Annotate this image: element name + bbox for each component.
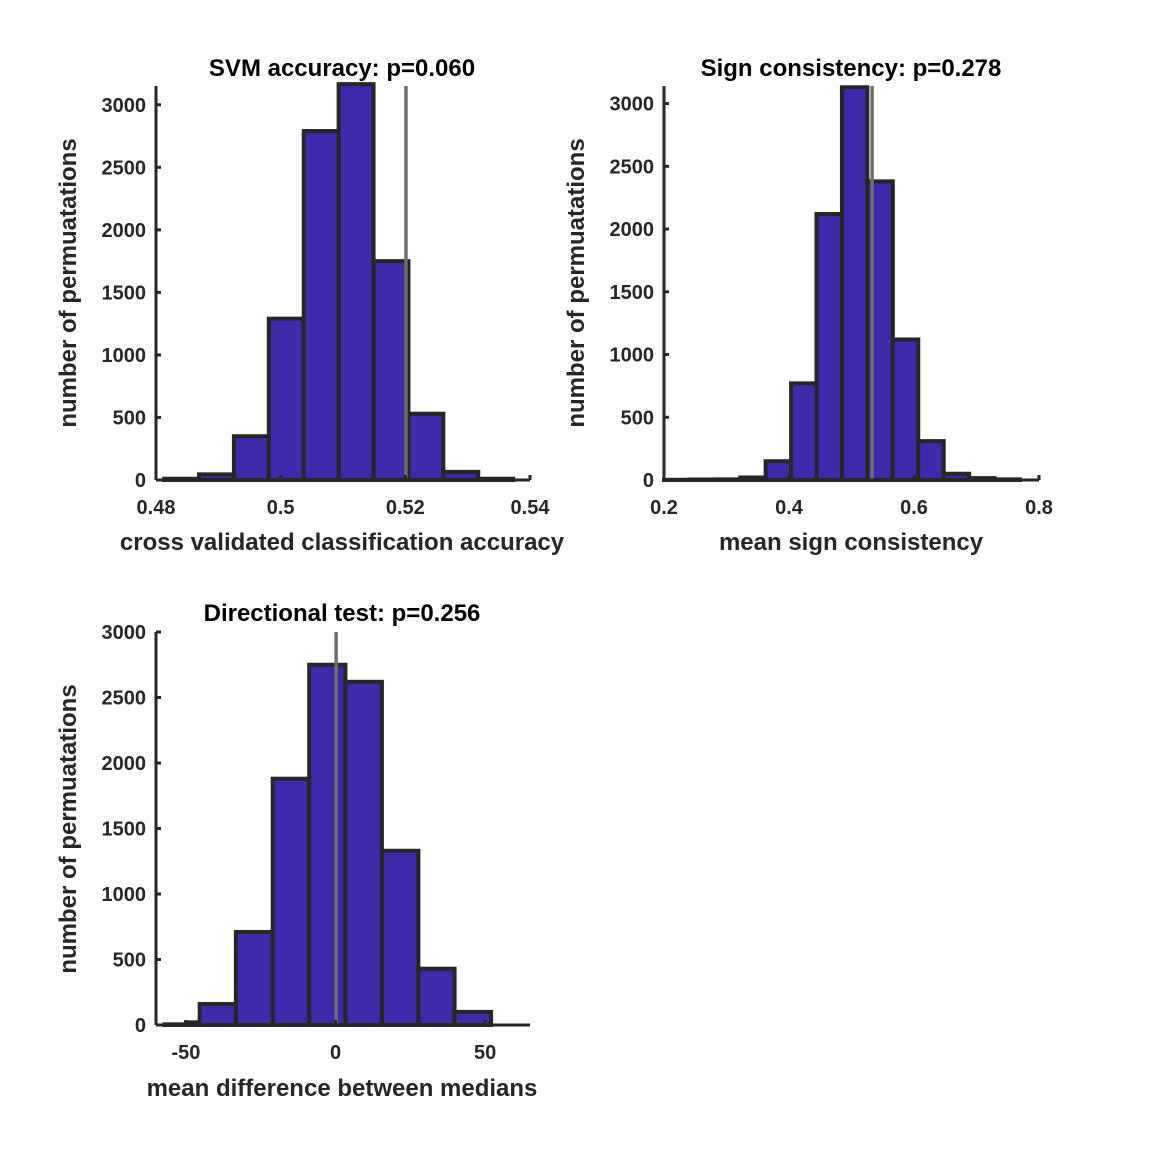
- chart-title: Directional test: p=0.256: [204, 600, 481, 627]
- x-axis-label: mean sign consistency: [719, 529, 984, 556]
- y-axis-label: number of permuatations: [55, 138, 82, 427]
- y-tick-label: 0: [135, 470, 146, 492]
- y-tick-label: 0: [135, 1015, 146, 1037]
- histogram-bar: [791, 383, 816, 480]
- histogram-bar: [817, 214, 842, 480]
- y-tick-label: 500: [113, 950, 146, 972]
- x-tick-label: 0.5: [267, 497, 295, 519]
- histogram-bar: [236, 932, 273, 1025]
- y-tick-label: 2000: [102, 753, 147, 775]
- histogram-bar: [374, 261, 409, 480]
- y-tick-label: 2500: [102, 688, 147, 710]
- x-tick-label: 0.6: [900, 497, 928, 519]
- histogram-bar: [408, 414, 443, 480]
- y-tick-label: 500: [113, 407, 146, 429]
- y-tick-label: 1500: [610, 282, 655, 304]
- histogram-bar: [766, 461, 791, 480]
- y-axis-label: number of permuatations: [563, 138, 590, 427]
- histogram-bars: [164, 84, 513, 480]
- chart-title: SVM accuracy: p=0.060: [209, 55, 475, 82]
- histogram-bar: [918, 441, 943, 480]
- histogram-bar: [893, 339, 918, 480]
- sign-consistency-panel: Sign consistency: p=0.278 mean sign cons…: [563, 55, 1053, 556]
- chart-title: Sign consistency: p=0.278: [701, 55, 1002, 82]
- histogram-bar: [234, 436, 269, 480]
- y-tick-label: 3000: [610, 94, 655, 116]
- y-tick-label: 1000: [102, 345, 147, 367]
- x-tick-label: -50: [171, 1042, 200, 1064]
- y-tick-label: 1000: [610, 345, 655, 367]
- y-tick-label: 2000: [610, 219, 655, 241]
- y-ticks: 0 500 1000 1500 2000 2500 3000: [102, 95, 162, 492]
- x-tick-label: 0.4: [775, 497, 804, 519]
- histogram-bar: [273, 779, 310, 1025]
- x-tick-label: 50: [474, 1042, 496, 1064]
- y-tick-label: 3000: [102, 95, 147, 117]
- y-tick-label: 0: [643, 470, 654, 492]
- y-tick-label: 2500: [102, 157, 147, 179]
- y-ticks: 0 500 1000 1500 2000 2500 3000: [610, 94, 670, 492]
- histogram-bar: [418, 969, 454, 1025]
- y-tick-label: 2500: [610, 156, 655, 178]
- x-tick-label: 0.2: [650, 497, 678, 519]
- histogram-bar: [345, 682, 382, 1025]
- x-axis-label: cross validated classification accuracy: [120, 529, 565, 556]
- histogram-bar: [200, 1004, 236, 1025]
- histogram-bar: [382, 851, 419, 1025]
- x-tick-label: 0.48: [137, 497, 176, 519]
- x-tick-label: 0.52: [386, 497, 425, 519]
- histogram-bar: [339, 84, 374, 480]
- histogram-bars: [664, 87, 1020, 480]
- svm-accuracy-panel: SVM accuracy: p=0.060 cross validated cl…: [55, 55, 565, 556]
- directional-test-panel: Directional test: p=0.256 mean differenc…: [55, 600, 537, 1102]
- histogram-bar: [269, 319, 304, 480]
- histogram-bars: [164, 665, 491, 1025]
- y-tick-label: 500: [621, 407, 654, 429]
- y-tick-label: 1500: [102, 282, 147, 304]
- y-axis-label: number of permuatations: [55, 684, 82, 973]
- histogram-bar: [842, 87, 867, 480]
- y-tick-label: 1000: [102, 884, 147, 906]
- x-tick-label: 0: [330, 1042, 341, 1064]
- histogram-bar: [304, 131, 339, 480]
- y-tick-label: 3000: [102, 622, 147, 644]
- y-tick-label: 2000: [102, 220, 147, 242]
- x-axis-label: mean difference between medians: [147, 1075, 538, 1102]
- histogram-bar: [309, 665, 345, 1025]
- y-tick-label: 1500: [102, 819, 147, 841]
- y-ticks: 0 500 1000 1500 2000 2500 3000: [102, 622, 162, 1037]
- x-tick-label: 0.8: [1025, 497, 1053, 519]
- x-tick-label: 0.54: [511, 497, 551, 519]
